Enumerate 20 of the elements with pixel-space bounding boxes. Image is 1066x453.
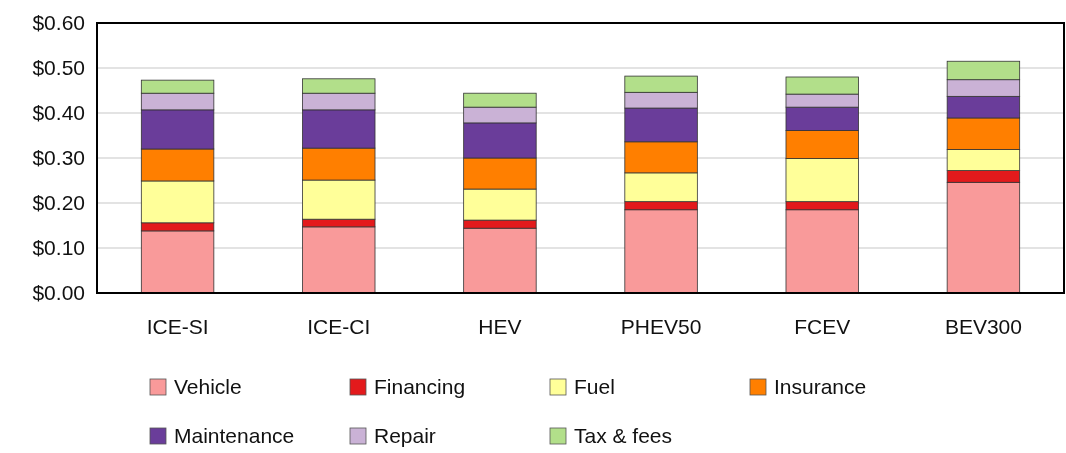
x-tick-label: HEV [478,314,522,338]
x-tick-label: ICE-CI [307,314,371,338]
legend-label: Fuel [574,375,615,399]
y-tick-label: $0.30 [32,146,85,170]
x-tick-label: BEV300 [944,314,1022,338]
legend-label: Repair [374,424,436,448]
legend-label: Insurance [774,375,867,399]
y-tick-label: $0.00 [32,281,85,305]
y-tick-label: $0.60 [32,11,85,35]
y-tick-label: $0.20 [32,191,85,215]
x-tick-label: PHEV50 [620,314,702,338]
y-tick-label: $0.40 [32,101,85,125]
legend-label: Maintenance [174,424,295,448]
y-tick-label: $0.50 [32,56,85,80]
legend-label: Vehicle [174,375,242,399]
x-tick-label: FCEV [794,314,851,338]
legend-label: Tax & fees [574,424,673,448]
legend-label: Financing [374,375,466,399]
y-tick-label: $0.10 [32,236,85,260]
x-tick-label: ICE-SI [146,314,209,338]
